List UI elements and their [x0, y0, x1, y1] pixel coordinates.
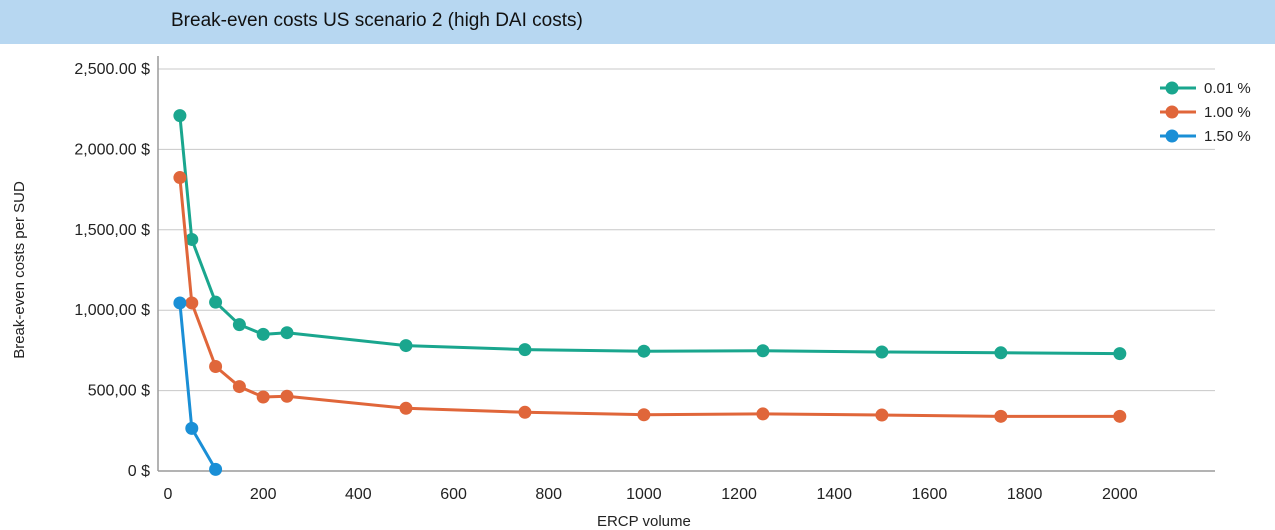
x-tick-label: 1800 [1007, 486, 1043, 503]
data-point [994, 346, 1008, 360]
data-point [875, 408, 889, 422]
data-point [256, 390, 270, 404]
data-point [256, 327, 270, 341]
data-point [399, 339, 413, 353]
data-point [173, 109, 187, 123]
legend-label: 1.00 % [1204, 104, 1251, 121]
data-point [1113, 409, 1127, 423]
data-point [173, 171, 187, 185]
x-tick-label: 1400 [816, 486, 852, 503]
x-tick-label: 400 [345, 486, 372, 503]
data-point [756, 344, 770, 358]
chart-title-bar: Break-even costs US scenario 2 (high DAI… [0, 0, 1275, 44]
series-line [178, 302, 217, 471]
x-axis-title: ERCP volume [597, 513, 691, 530]
x-tick-label: 1600 [912, 486, 948, 503]
chart-title: Break-even costs US scenario 2 (high DAI… [171, 10, 583, 31]
data-point [185, 421, 199, 435]
data-point [232, 318, 246, 332]
data-point [280, 389, 294, 403]
data-point [399, 401, 413, 415]
x-tick-label: 800 [535, 486, 562, 503]
y-tick-label: 1,500,00 $ [74, 222, 150, 239]
legend-label: 0.01 % [1204, 80, 1251, 97]
y-tick-label: 2,500.00 $ [74, 61, 150, 78]
x-tick-label: 0 [164, 486, 173, 503]
legend-marker [1165, 129, 1179, 143]
series-line [178, 177, 1120, 418]
series-line [178, 115, 1120, 356]
data-point [232, 380, 246, 394]
data-point [875, 345, 889, 359]
y-tick-label: 1,000,00 $ [74, 302, 150, 319]
x-tick-label: 200 [250, 486, 277, 503]
data-point [209, 359, 223, 373]
data-point [518, 343, 532, 357]
x-tick-label: 1200 [721, 486, 757, 503]
data-point [173, 296, 187, 310]
data-point [209, 462, 223, 476]
data-point [185, 232, 199, 246]
data-point [756, 407, 770, 421]
data-point [637, 344, 651, 358]
data-point [994, 409, 1008, 423]
data-point [185, 296, 199, 310]
y-axis-title: Break-even costs per SUD [11, 181, 28, 359]
data-point [209, 295, 223, 309]
data-point [637, 408, 651, 422]
y-tick-label: 0 $ [128, 463, 150, 480]
x-tick-label: 1000 [626, 486, 662, 503]
data-point [1113, 347, 1127, 361]
y-tick-label: 500,00 $ [88, 383, 150, 400]
y-tick-label: 2,000.00 $ [74, 141, 150, 158]
data-point [280, 326, 294, 340]
legend-marker [1165, 105, 1179, 119]
legend-label: 1.50 % [1204, 128, 1251, 145]
x-tick-label: 600 [440, 486, 467, 503]
legend-marker [1165, 81, 1179, 95]
x-tick-label: 2000 [1102, 486, 1138, 503]
data-point [518, 405, 532, 419]
